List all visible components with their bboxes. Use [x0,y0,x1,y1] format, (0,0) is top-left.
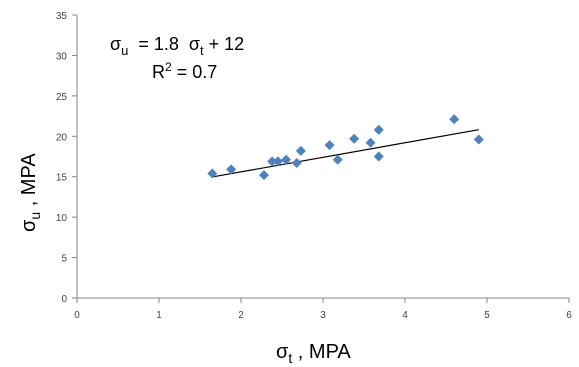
y-tick-label: 20 [56,132,68,143]
x-tick-label: 3 [320,310,326,321]
data-point [295,145,306,156]
data-point [332,154,343,165]
y-axis-label: σu , MPA [18,153,43,232]
data-point [267,156,278,167]
regression-equation: σu = 1.8 σt + 12 [110,34,244,58]
x-tick-label: 5 [484,310,490,321]
y-tick-label: 0 [61,294,67,305]
tick-labels: 0 1 2 3 4 5 6 0 5 10 15 20 25 30 35 [56,11,572,321]
trendline [212,129,479,178]
x-tick-label: 6 [566,310,572,321]
data-point [365,137,376,148]
data-point [349,133,360,144]
y-tick-label: 5 [61,254,67,265]
data-point [373,151,384,162]
data-point [324,140,335,151]
data-point [473,134,484,145]
x-tick-label: 0 [74,310,80,321]
y-tick-label: 30 [56,51,68,62]
y-tick-label: 10 [56,213,68,224]
data-points [207,114,484,181]
y-tick-label: 35 [56,11,68,22]
data-point [258,170,269,181]
y-tick-label: 25 [56,92,68,103]
data-point [291,157,302,168]
data-point [207,168,218,179]
x-tick-label: 1 [156,310,162,321]
data-point [281,154,292,165]
x-axis-label: σt , MPA [276,341,351,366]
data-point [226,164,237,175]
axes [72,14,570,303]
y-tick-label: 15 [56,173,68,184]
x-tick-label: 2 [238,310,244,321]
data-point [449,114,460,125]
data-point [373,124,384,135]
r-squared: R2 = 0.7 [152,60,217,82]
data-point [272,156,283,167]
x-tick-label: 4 [402,310,408,321]
